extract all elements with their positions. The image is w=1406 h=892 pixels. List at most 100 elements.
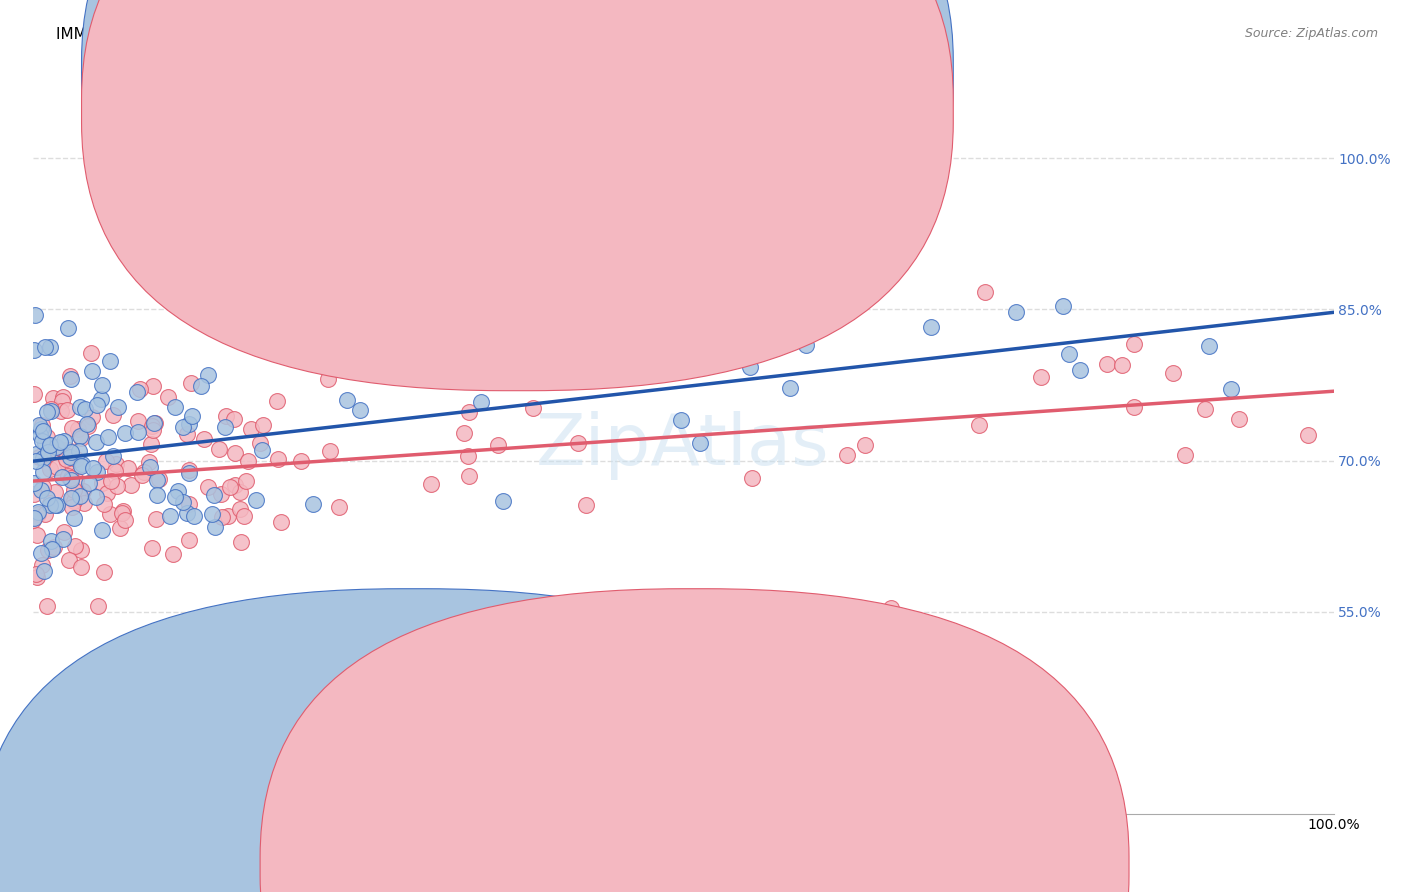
Point	[45, 459, 67, 474]
Point	[177, 533, 200, 547]
Point	[24, 308, 46, 322]
Point	[32, 480, 55, 494]
Point	[211, 510, 233, 524]
Point	[69, 542, 91, 557]
Point	[217, 508, 239, 523]
Point	[148, 472, 170, 486]
Point	[214, 419, 236, 434]
Point	[52, 443, 75, 458]
Point	[689, 435, 711, 450]
Point	[318, 444, 340, 458]
Point	[458, 469, 481, 483]
Point	[31, 418, 53, 433]
Point	[82, 409, 104, 424]
Point	[1031, 370, 1053, 384]
Point	[60, 491, 83, 505]
Point	[101, 408, 124, 422]
Point	[266, 452, 288, 467]
Point	[229, 485, 252, 500]
Point	[35, 491, 58, 505]
Point	[738, 360, 761, 375]
Point	[1122, 400, 1144, 414]
Text: 110: 110	[714, 63, 752, 81]
Text: 0.448: 0.448	[588, 63, 645, 81]
Point	[157, 390, 180, 404]
Point	[22, 486, 45, 500]
Point	[204, 520, 226, 534]
Point	[515, 368, 537, 383]
Point	[127, 425, 149, 439]
Point	[27, 570, 49, 584]
Point	[316, 372, 339, 386]
Point	[224, 446, 246, 460]
Point	[172, 420, 194, 434]
Point	[49, 404, 72, 418]
Point	[46, 442, 69, 457]
Point	[202, 488, 225, 502]
Point	[762, 219, 785, 233]
Point	[70, 458, 93, 473]
Point	[249, 435, 271, 450]
Point	[201, 507, 224, 521]
Point	[224, 412, 246, 426]
Point	[82, 364, 104, 378]
Point	[65, 452, 87, 467]
Point	[56, 320, 79, 334]
Point	[82, 461, 104, 475]
Point	[38, 496, 60, 510]
Point	[91, 377, 114, 392]
Text: R =: R =	[541, 102, 581, 120]
Point	[22, 510, 45, 524]
Point	[270, 515, 292, 529]
Point	[60, 421, 83, 435]
Point	[30, 546, 52, 560]
Point	[86, 398, 108, 412]
Point	[235, 474, 257, 488]
Point	[28, 417, 51, 432]
Point	[27, 505, 49, 519]
Point	[39, 340, 62, 354]
Point	[127, 385, 149, 400]
Point	[59, 444, 82, 458]
Point	[59, 369, 82, 384]
Point	[328, 500, 350, 515]
Text: Immigrants from Latin America: Immigrants from Latin America	[717, 859, 934, 873]
Point	[58, 553, 80, 567]
Point	[127, 414, 149, 428]
Point	[59, 471, 82, 485]
Point	[110, 521, 132, 535]
Point	[25, 566, 48, 581]
Point	[32, 451, 55, 466]
Point	[63, 539, 86, 553]
Point	[159, 508, 181, 523]
Point	[453, 425, 475, 440]
Point	[27, 507, 49, 521]
Point	[195, 315, 218, 329]
Point	[177, 497, 200, 511]
Point	[86, 466, 108, 480]
Point	[39, 462, 62, 476]
Text: 147: 147	[714, 102, 752, 120]
Point	[34, 436, 56, 450]
Point	[76, 418, 98, 433]
Point	[522, 401, 544, 415]
Point	[172, 494, 194, 508]
Point	[301, 497, 323, 511]
Point	[252, 442, 274, 457]
Point	[35, 599, 58, 613]
Text: R =: R =	[541, 63, 581, 81]
Point	[209, 487, 232, 501]
Point	[208, 442, 231, 457]
Point	[34, 507, 56, 521]
Point	[91, 523, 114, 537]
Point	[76, 417, 98, 431]
Point	[179, 467, 201, 481]
Point	[138, 459, 160, 474]
Point	[107, 400, 129, 414]
Point	[239, 422, 262, 436]
Point	[139, 436, 162, 450]
Text: N =: N =	[668, 102, 707, 120]
Point	[28, 450, 51, 465]
Point	[837, 285, 859, 300]
Point	[30, 422, 52, 436]
